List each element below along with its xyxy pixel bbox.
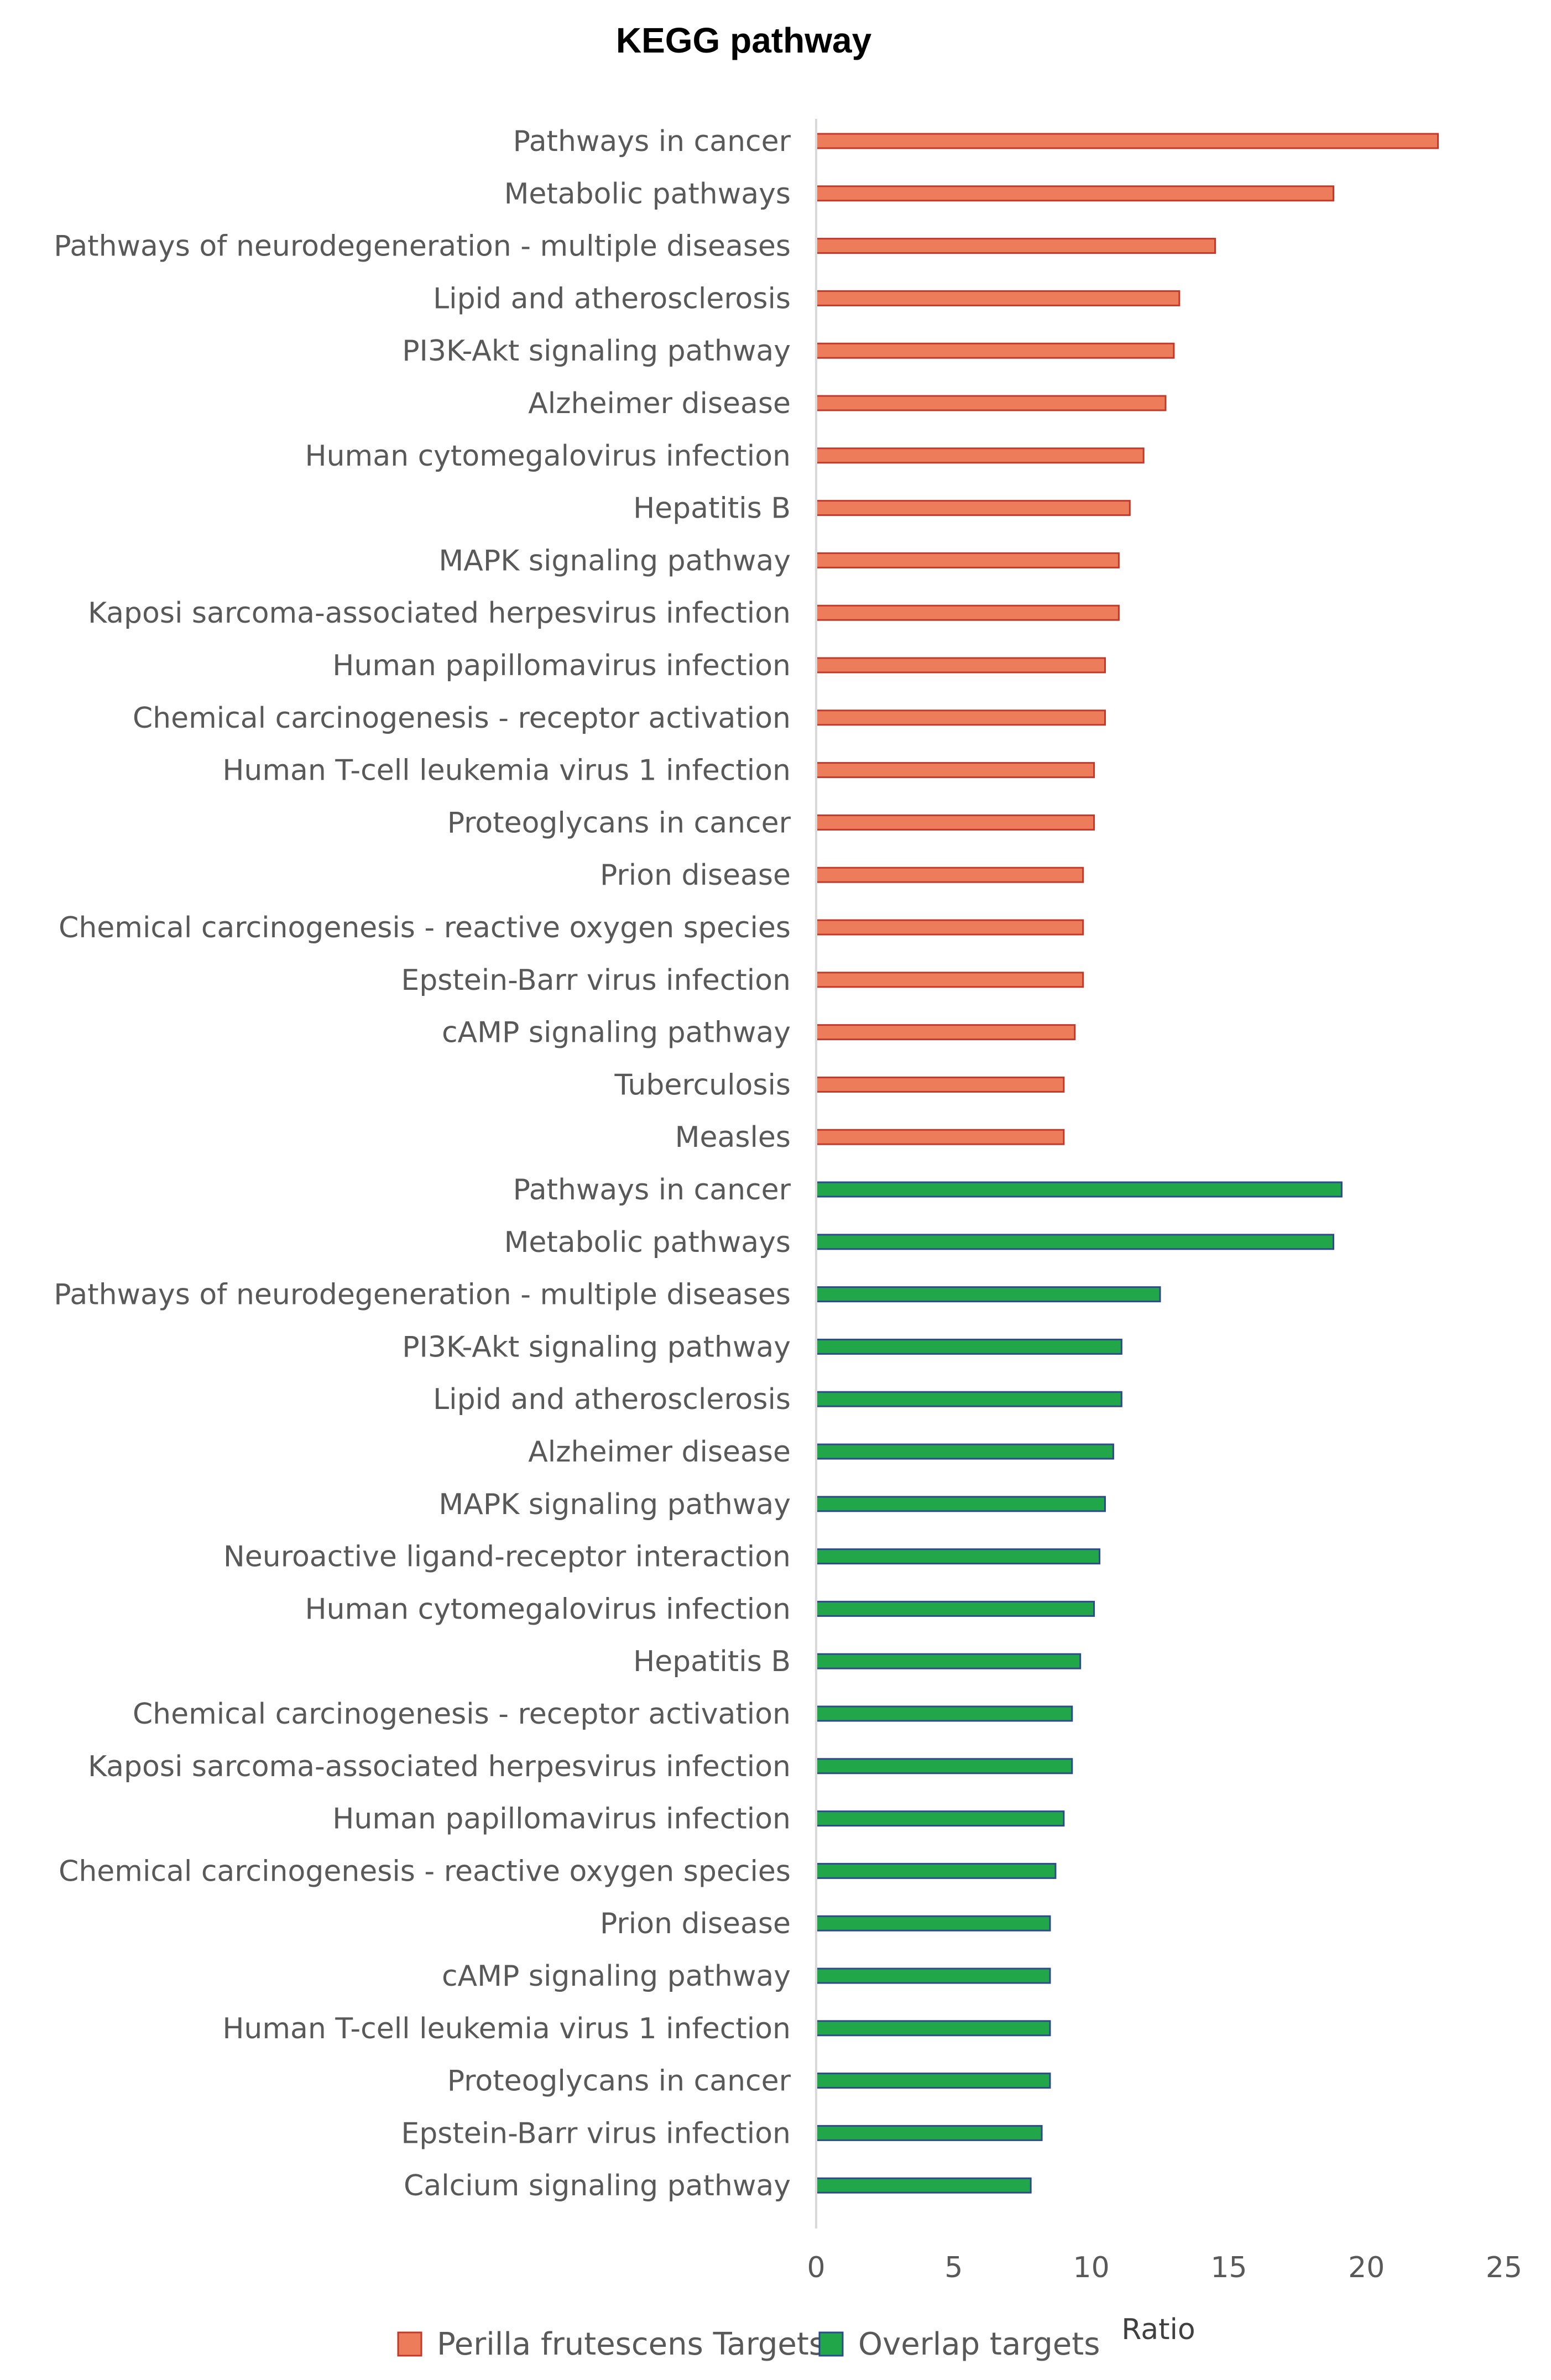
chart-title: KEGG pathway (616, 20, 872, 60)
category-label: Prion disease (600, 859, 791, 892)
bar (815, 1653, 1082, 1669)
category-label: Alzheimer disease (528, 1436, 791, 1469)
bar (815, 1076, 1065, 1093)
bar (815, 342, 1175, 359)
category-label: Hepatitis B (633, 1645, 791, 1678)
bar (815, 2020, 1051, 2037)
x-tick-label: 5 (944, 2251, 963, 2284)
bar (815, 1967, 1051, 1984)
bar (815, 709, 1106, 726)
bar (815, 2073, 1051, 2089)
category-label: Pathways in cancer (513, 125, 791, 158)
category-label: Proteoglycans in cancer (447, 806, 791, 839)
category-label: Kaposi sarcoma-associated herpesvirus in… (88, 1750, 791, 1783)
bar (815, 1129, 1065, 1145)
bar (815, 238, 1216, 254)
x-axis-title: Ratio (1121, 2313, 1195, 2346)
category-label: Metabolic pathways (504, 1226, 791, 1259)
bar (815, 1496, 1106, 1512)
category-label: Chemical carcinogenesis - receptor activ… (133, 1698, 791, 1731)
bar (815, 1338, 1122, 1355)
bar (815, 919, 1084, 936)
category-label: Human cytomegalovirus infection (305, 440, 791, 473)
category-label: MAPK signaling pathway (438, 544, 791, 577)
bar (815, 972, 1084, 988)
category-label: Metabolic pathways (504, 178, 791, 211)
category-label: Measles (675, 1121, 791, 1154)
category-label: Epstein-Barr virus infection (401, 964, 791, 997)
category-label: Chemical carcinogenesis - reactive oxyge… (59, 911, 791, 944)
bar (815, 500, 1131, 516)
bar (815, 290, 1181, 306)
bar (815, 814, 1095, 831)
bar (815, 1915, 1051, 1932)
bar (815, 2177, 1032, 2194)
category-label: Chemical carcinogenesis - receptor activ… (133, 702, 791, 735)
category-label: Chemical carcinogenesis - reactive oxyge… (59, 1855, 791, 1888)
bar (815, 762, 1095, 779)
category-label: Pathways of neurodegeneration - multiple… (54, 1278, 791, 1312)
bar (815, 1862, 1057, 1879)
bar (815, 1548, 1101, 1565)
bar (815, 1810, 1065, 1827)
bar (815, 604, 1120, 621)
bar (815, 2125, 1043, 2141)
bar (815, 1391, 1122, 1407)
bar (815, 1443, 1114, 1460)
bar (815, 1234, 1334, 1250)
category-label: Human T-cell leukemia virus 1 infection (222, 2012, 791, 2045)
bar (815, 185, 1334, 202)
legend: Perilla frutescens Targets Overlap targe… (397, 2326, 1100, 2362)
category-label: MAPK signaling pathway (438, 1488, 791, 1521)
category-label: Pathways of neurodegeneration - multiple… (54, 230, 791, 263)
category-label: Tuberculosis (614, 1068, 791, 1102)
legend-swatch-perilla (397, 2331, 422, 2357)
category-label: cAMP signaling pathway (442, 1960, 791, 1993)
category-label: Pathways in cancer (513, 1173, 791, 1207)
category-label: Neuroactive ligand-receptor interaction (223, 1541, 791, 1574)
bar (815, 1705, 1073, 1722)
bar (815, 1758, 1073, 1774)
x-tick-label: 0 (807, 2251, 825, 2284)
category-label: Hepatitis B (633, 492, 791, 525)
category-label: Prion disease (600, 1907, 791, 1940)
category-label: Kaposi sarcoma-associated herpesvirus in… (88, 597, 791, 630)
category-labels-layer: Pathways in cancer Metabolic pathways Path… (54, 125, 791, 2202)
category-label: Human papillomavirus infection (332, 1803, 791, 1836)
bar (815, 552, 1120, 568)
x-tick-label: 15 (1210, 2251, 1247, 2284)
category-label: cAMP signaling pathway (442, 1016, 791, 1050)
category-label: Proteoglycans in cancer (447, 2065, 791, 2098)
legend-label-perilla: Perilla frutescens Targets (437, 2326, 825, 2362)
category-label: Calcium signaling pathway (404, 2169, 791, 2202)
category-label: Epstein-Barr virus infection (401, 2117, 791, 2150)
category-label: Lipid and atherosclerosis (433, 282, 791, 315)
category-label: Human cytomegalovirus infection (305, 1593, 791, 1626)
category-label: Human T-cell leukemia virus 1 infection (222, 754, 791, 787)
bar (815, 1181, 1343, 1198)
category-label: Alzheimer disease (528, 387, 791, 420)
category-label: PI3K-Akt signaling pathway (402, 1330, 791, 1364)
bars-layer (815, 133, 1439, 2194)
category-label: PI3K-Akt signaling pathway (402, 335, 791, 368)
category-label: Lipid and atherosclerosis (433, 1383, 791, 1416)
x-axis-ticks: 0 5 10 15 20 25 (807, 2251, 1522, 2284)
x-tick-label: 20 (1348, 2251, 1385, 2284)
bar (815, 1286, 1161, 1303)
bar (815, 447, 1145, 464)
bar (815, 657, 1106, 674)
bar (815, 1024, 1076, 1041)
x-tick-label: 10 (1073, 2251, 1110, 2284)
bar (815, 395, 1167, 411)
bar (815, 133, 1439, 149)
x-tick-label: 25 (1486, 2251, 1522, 2284)
legend-swatch-overlap (818, 2331, 844, 2357)
bar (815, 867, 1084, 883)
category-label: Human papillomavirus infection (332, 649, 791, 682)
bar (815, 1600, 1095, 1617)
legend-label-overlap: Overlap targets (858, 2326, 1100, 2362)
